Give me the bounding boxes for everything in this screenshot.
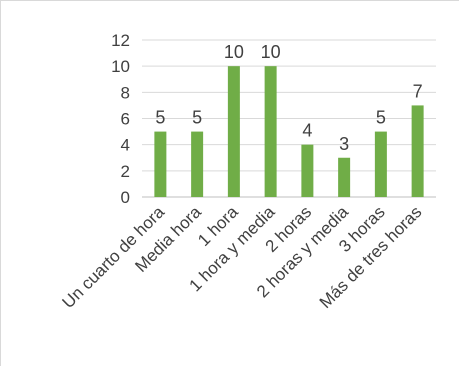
data-labels: 5 5 10 10 4 3 5 7: [155, 42, 422, 154]
data-label: 4: [302, 121, 312, 141]
y-tick-label: 6: [121, 110, 130, 129]
data-label: 7: [413, 81, 423, 101]
y-tick-label: 4: [121, 136, 130, 155]
data-label: 5: [155, 108, 165, 128]
y-tick-label: 10: [111, 57, 130, 76]
bar: [301, 144, 314, 197]
bars: [154, 66, 424, 198]
data-label: 5: [192, 108, 202, 128]
data-label: 10: [224, 42, 244, 62]
y-tick-label: 12: [111, 31, 130, 50]
bar: [374, 131, 387, 197]
y-tick-label: 8: [121, 83, 130, 102]
bar: [264, 66, 277, 198]
bar: [411, 105, 424, 197]
bar: [191, 131, 204, 197]
data-label: 5: [376, 108, 386, 128]
bar: [338, 157, 351, 197]
bar: [227, 66, 240, 198]
data-label: 3: [339, 134, 349, 154]
data-label: 10: [261, 42, 281, 62]
gridlines: [142, 39, 436, 198]
bar: [154, 131, 167, 197]
y-tick-label: 0: [121, 188, 130, 207]
y-axis-ticks: 0 2 4 6 8 10 12: [111, 31, 130, 207]
y-tick-label: 2: [121, 162, 130, 181]
